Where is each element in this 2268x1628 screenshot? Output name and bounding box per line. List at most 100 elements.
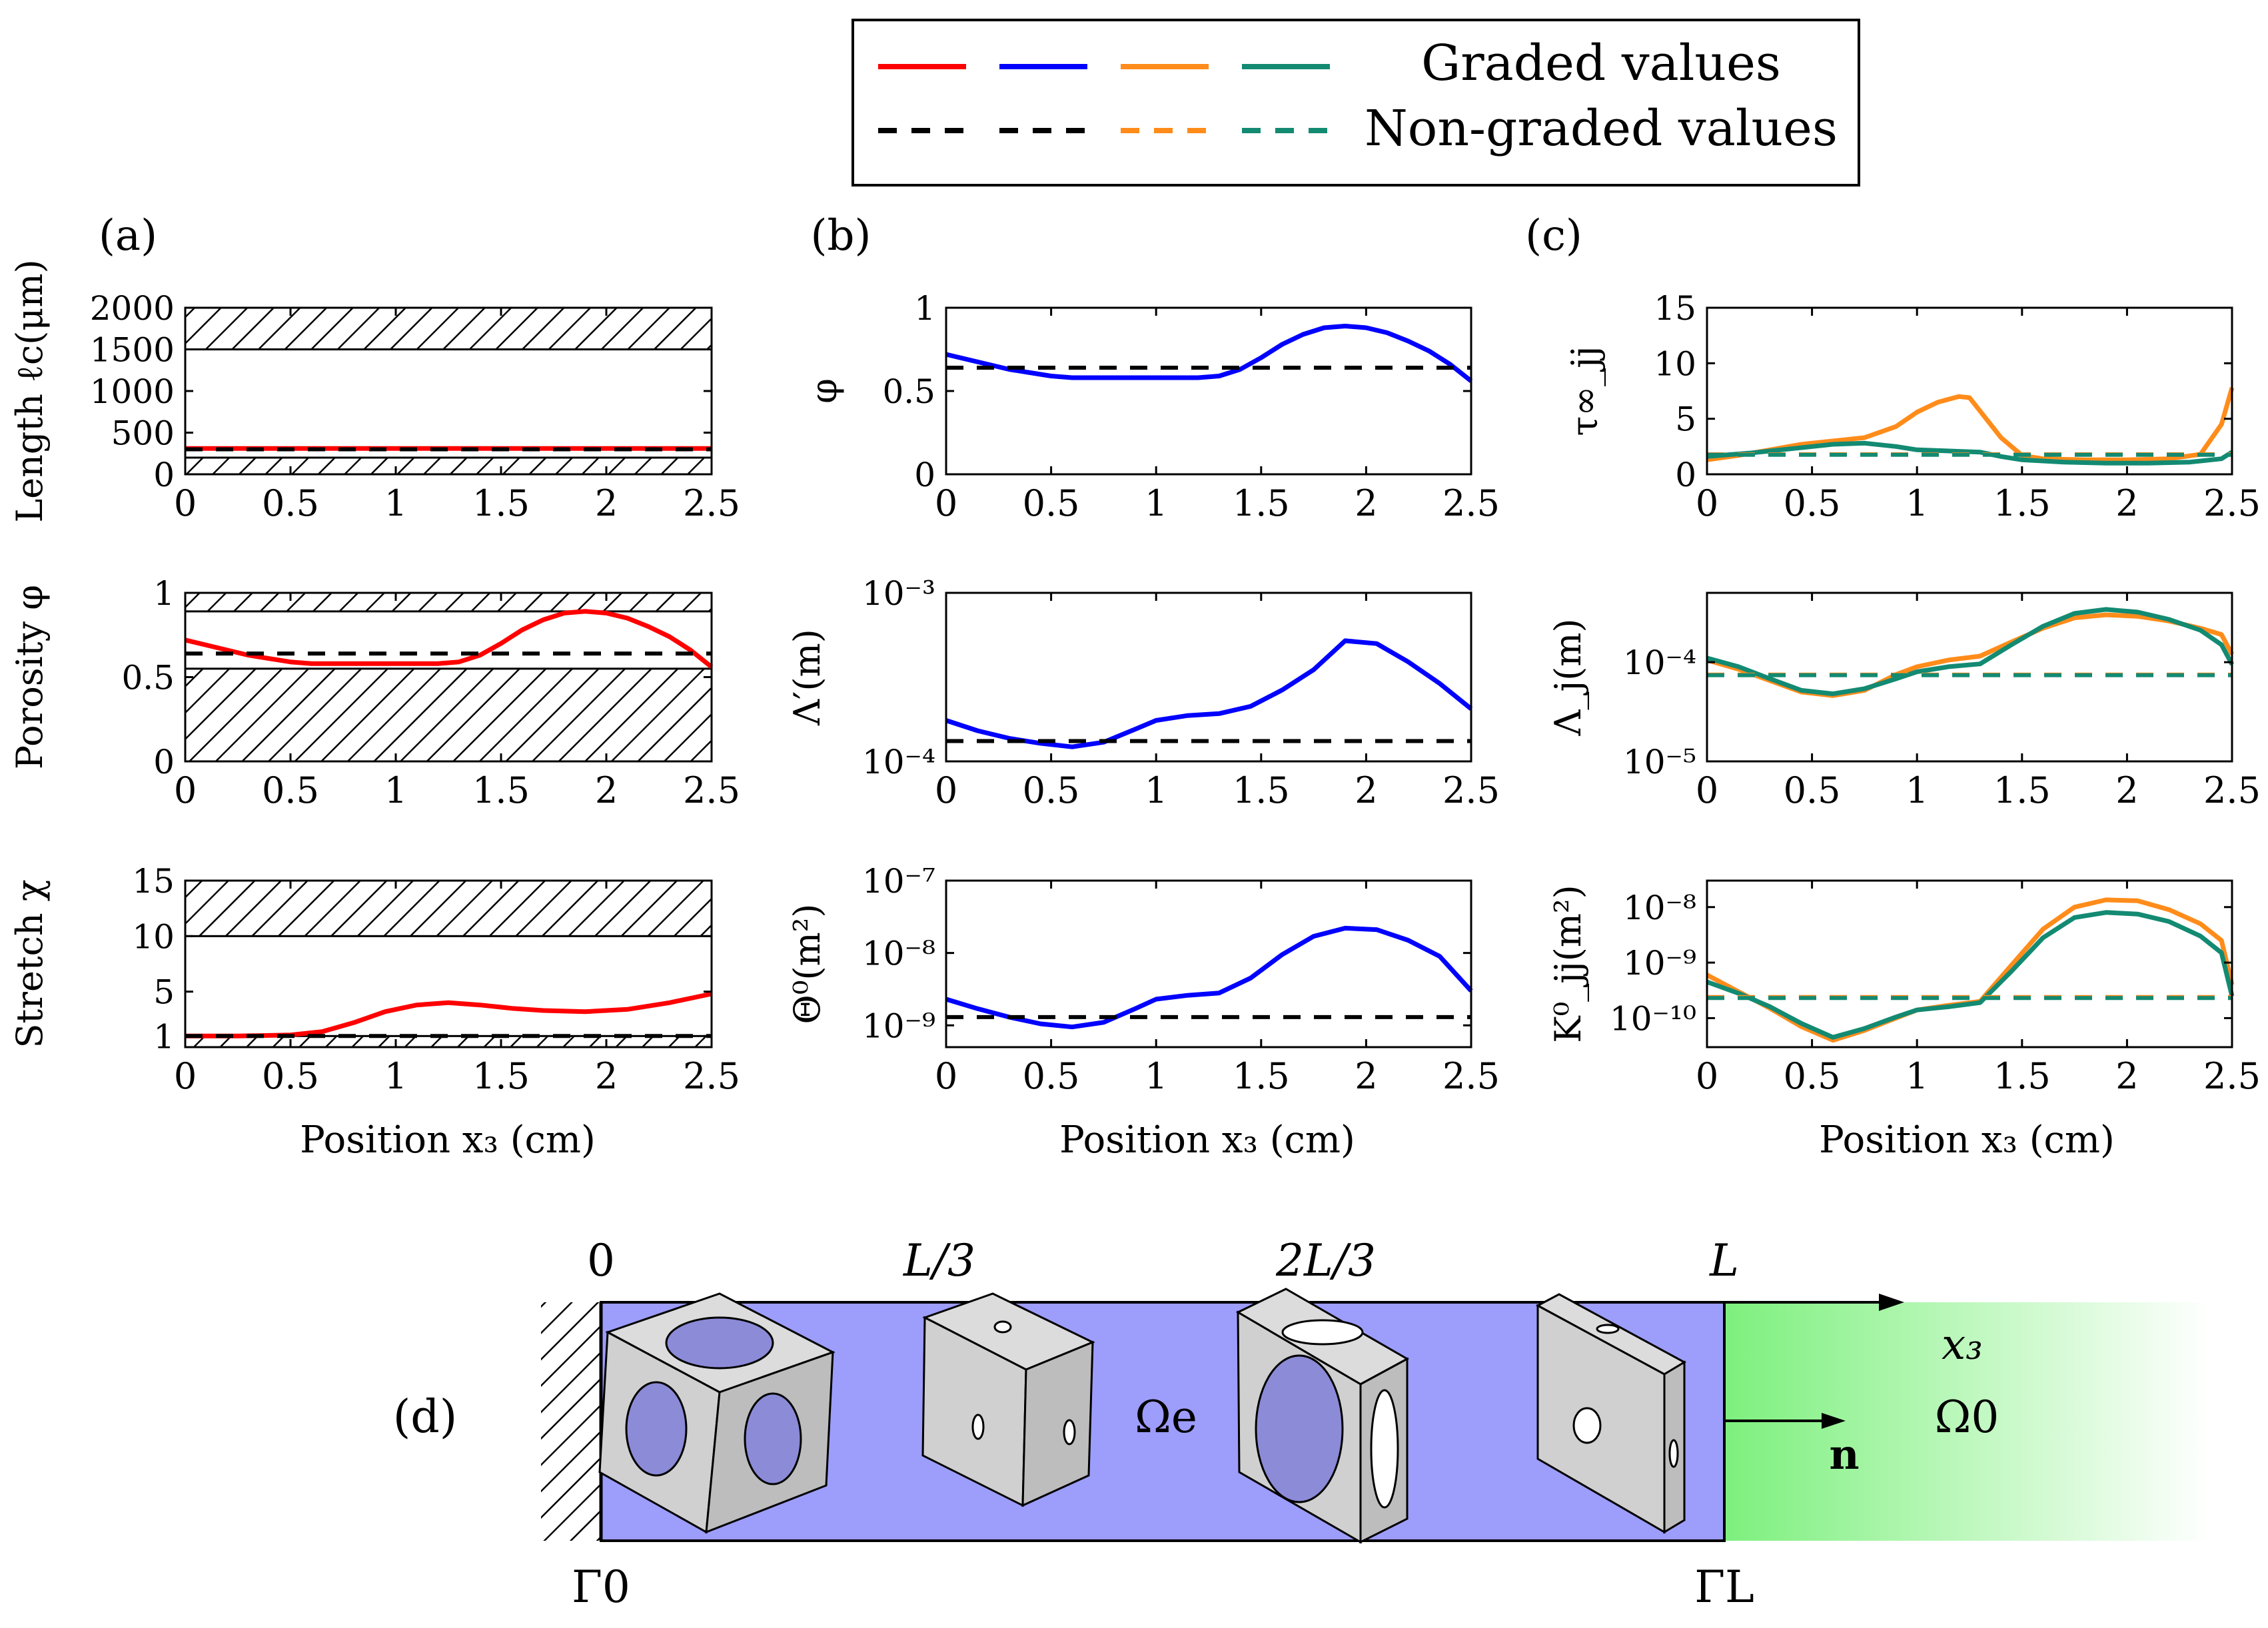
x-tick-label: 2.5 <box>2203 482 2261 524</box>
x-tick-label: 1 <box>1906 1055 1928 1097</box>
x-tick-label: 1 <box>384 482 407 524</box>
x-tick-label: 0 <box>1696 769 1718 811</box>
series-graded <box>185 991 712 1038</box>
label-L-third: L/3 <box>903 1235 975 1286</box>
y-tick-label: 10⁻⁴ <box>1623 643 1696 682</box>
y-tick-label: 5 <box>1675 400 1696 439</box>
series-graded <box>945 324 1473 383</box>
y-axis-label: Λ′(m) <box>786 629 828 726</box>
y-axis-label: Length ℓc(μm) <box>9 259 51 522</box>
x-tick-label: 2 <box>2115 1055 2138 1097</box>
y-tick-label: 2000 <box>90 289 175 328</box>
plot-frame <box>1706 592 2233 763</box>
plot-frame <box>1706 879 2233 1048</box>
panel-label-a: (a) <box>99 211 157 260</box>
unit-cell-3 <box>1235 1288 1410 1544</box>
label-omega-e: Ωe <box>1135 1392 1197 1443</box>
x-tick-label: 1.5 <box>1993 482 2051 524</box>
y-tick-label: 5 <box>153 973 175 1012</box>
x-tick-label: 1.5 <box>1233 1055 1290 1097</box>
y-tick-label: 0.5 <box>882 372 935 411</box>
rigid-wall-hatch <box>541 1302 601 1541</box>
y-axis-label: Θ⁰(m²) <box>786 904 828 1024</box>
series-graded-2 <box>1706 910 2235 1040</box>
y-axis-label: K⁰_jj(m²) <box>1547 885 1589 1042</box>
y-axis-label: Porosity φ <box>9 585 51 769</box>
x-tick-label: 2 <box>595 769 618 811</box>
unit-cell-2 <box>921 1292 1095 1507</box>
y-tick-label: 0 <box>153 456 175 494</box>
plot-frame <box>184 879 713 1048</box>
y-tick-label: 1 <box>153 574 175 613</box>
x-tick-label: 1.5 <box>1233 482 1290 524</box>
x-tick-label: 1.5 <box>1233 769 1290 811</box>
x-tick-label: 0 <box>935 482 957 524</box>
y-tick-label: 10⁻⁴ <box>862 743 935 781</box>
chart-porosity: 0 0.5 1 1.5 2 2.5 0 0.5 1 Porosity φ <box>9 574 740 811</box>
x-tick-label: 0 <box>935 769 957 811</box>
y-tick-label: 10⁻⁷ <box>862 862 935 901</box>
chart-k0: 0 0.5 1 1.5 2 2.5 10⁻¹⁰ 10⁻⁹ 10⁻⁸ K⁰_jj(m²) <box>1547 879 2261 1097</box>
x-tick-label: 2 <box>595 1055 618 1097</box>
y-tick-label: 10 <box>132 917 175 956</box>
x-tick-label: 2.5 <box>1442 482 1500 524</box>
x-tick-label: 2 <box>2115 769 2138 811</box>
x-tick-label: 0.5 <box>1023 482 1080 524</box>
xlabel-a: Position x₃ (cm) <box>300 1118 596 1162</box>
x-tick-label: 2.5 <box>683 769 740 811</box>
x-tick-label: 0.5 <box>262 482 319 524</box>
constraint-hatch-0 <box>184 667 713 763</box>
x-tick-label: 1 <box>1906 482 1928 524</box>
plot-area <box>946 593 1471 761</box>
y-tick-label: 0 <box>914 456 935 494</box>
x-tick-label: 1.5 <box>1993 769 2051 811</box>
plot-frame <box>945 879 1472 1048</box>
x-tick-label: 0.5 <box>1784 769 1841 811</box>
y-tick-label: 1000 <box>90 372 175 411</box>
y-axis-label: Λ_j(m) <box>1547 618 1589 736</box>
chart-lambda-prime: 0 0.5 1 1.5 2 2.5 10⁻⁴ 10⁻³ Λ′(m) <box>786 574 1500 811</box>
label-gamma-L: ΓL <box>1694 1561 1754 1613</box>
y-tick-label: 0 <box>1675 456 1696 494</box>
x-tick-label: 1.5 <box>472 482 530 524</box>
x-tick-label: 2 <box>1355 482 1377 524</box>
constraint-hatch-0 <box>184 456 713 476</box>
diagram: 0 L/3 2L/3 L x₃ n Ωe Ω0 Γ0 ΓL <box>541 1235 2211 1613</box>
x3-arrow-head <box>1879 1294 1904 1311</box>
x-tick-label: 0 <box>174 1055 197 1097</box>
legend-graded-label: Graded values <box>1421 35 1781 92</box>
x-tick-label: 2 <box>1355 1055 1377 1097</box>
y-tick-label: 10⁻⁹ <box>862 1007 935 1045</box>
xlabel-c: Position x₃ (cm) <box>1819 1118 2115 1162</box>
y-tick-label: 15 <box>132 862 175 901</box>
y-tick-label: 0.5 <box>121 659 175 697</box>
x-tick-label: 2 <box>1355 769 1377 811</box>
x-tick-label: 0 <box>174 769 197 811</box>
panel-label-b: (b) <box>811 211 871 260</box>
x-tick-label: 1 <box>1906 769 1928 811</box>
series-graded <box>945 925 1473 1030</box>
panel-label-d: (d) <box>393 1391 458 1443</box>
series-graded-2 <box>1706 440 2233 466</box>
plot-area <box>946 881 1471 1047</box>
x-tick-label: 2 <box>2115 482 2138 524</box>
y-tick-label: 10⁻³ <box>862 574 935 613</box>
x-tick-label: 1 <box>384 769 407 811</box>
x-tick-label: 2.5 <box>683 1055 740 1097</box>
x-tick-label: 1 <box>384 1055 407 1097</box>
x-tick-label: 1 <box>1145 769 1167 811</box>
series-graded-2 <box>1706 607 2235 697</box>
x-tick-label: 1.5 <box>472 1055 530 1097</box>
y-tick-label: 10⁻¹⁰ <box>1610 999 1696 1038</box>
label-normal: n <box>1829 1430 1859 1479</box>
x-tick-label: 0.5 <box>1023 1055 1080 1097</box>
x-tick-label: 0 <box>935 1055 957 1097</box>
x-tick-label: 2.5 <box>1442 769 1500 811</box>
y-tick-label: 10 <box>1654 344 1696 383</box>
x-tick-label: 0 <box>174 482 197 524</box>
x-tick-label: 1.5 <box>1993 1055 2051 1097</box>
x-tick-label: 0.5 <box>1023 769 1080 811</box>
series-graded-1 <box>1706 387 2235 462</box>
